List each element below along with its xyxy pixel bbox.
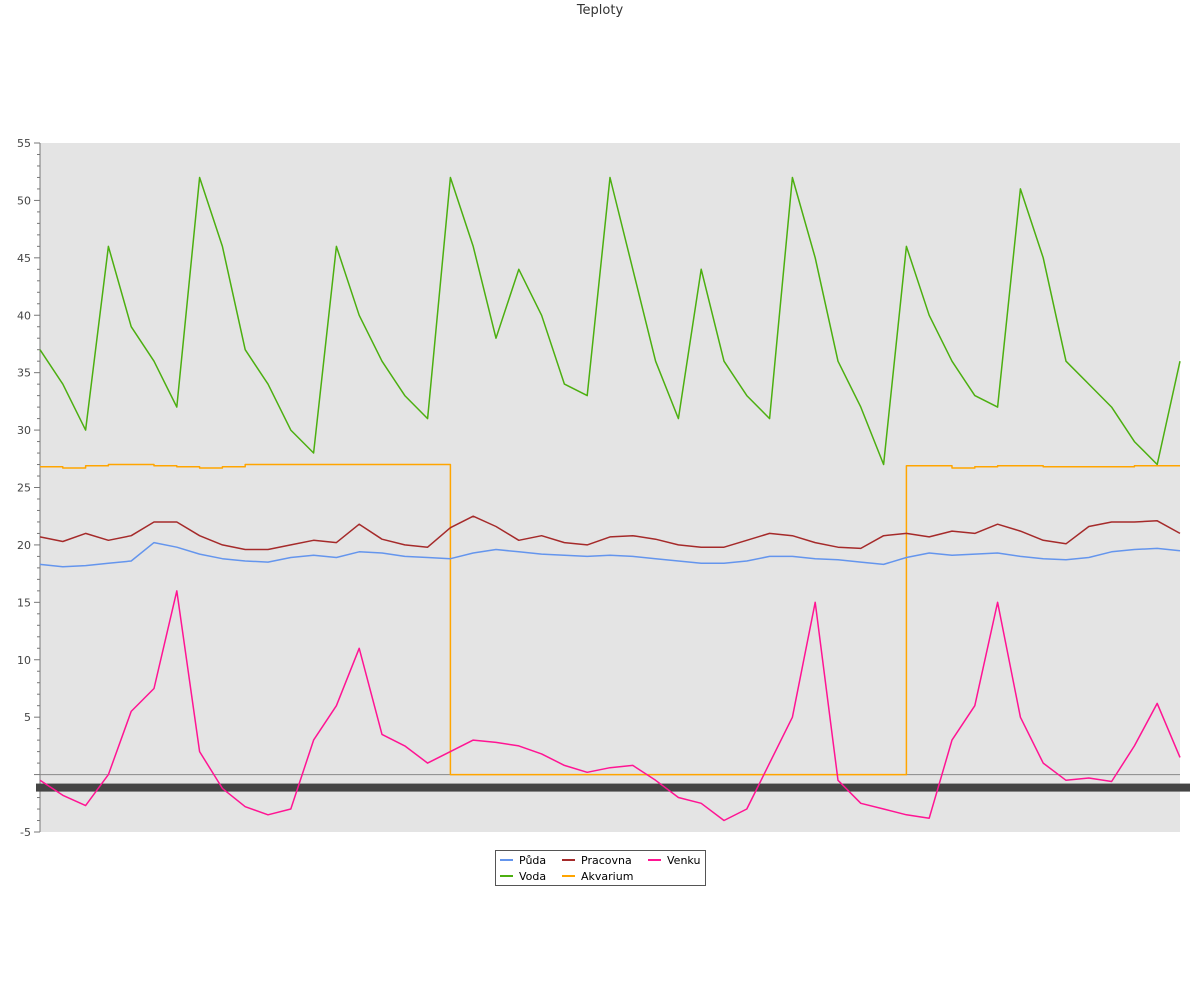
- y-tick-label: 25: [17, 482, 31, 495]
- legend-box: [495, 850, 706, 886]
- y-tick-label: 55: [17, 137, 31, 150]
- y-tick-label: 40: [17, 309, 31, 322]
- y-tick-label: 10: [17, 654, 31, 667]
- y-tick-label: 30: [17, 424, 31, 437]
- y-tick-label: 15: [17, 596, 31, 609]
- y-tick-label: 5: [24, 711, 31, 724]
- legend: Půda Voda Pracovna Akvarium Venku: [495, 850, 706, 886]
- series-line-puda: [39, 541, 1181, 568]
- y-tick-label: -5: [20, 826, 31, 839]
- y-tick-label: 35: [17, 367, 31, 380]
- y-axis: -5 5 10 15 20 25 30 35 40 45 50 55: [17, 137, 41, 839]
- series-line-voda: [39, 176, 1181, 466]
- legend-label: Akvarium: [581, 870, 633, 883]
- series-layer: [39, 176, 1181, 822]
- series-line-pracovna: [39, 515, 1181, 551]
- y-tick-label: 20: [17, 539, 31, 552]
- y-tick-label: 45: [17, 252, 31, 265]
- legend-label: Pracovna: [581, 854, 632, 867]
- plot-area: [40, 143, 1180, 832]
- x-axis-band: [36, 783, 1190, 792]
- y-tick-label: 50: [17, 194, 31, 207]
- chart-title: Teploty: [576, 3, 624, 18]
- series-line-akvarium: [40, 463, 1180, 776]
- legend-label: Půda: [519, 854, 546, 867]
- series-line-venku: [39, 590, 1181, 822]
- legend-label: Venku: [667, 854, 700, 867]
- legend-label: Voda: [519, 870, 546, 883]
